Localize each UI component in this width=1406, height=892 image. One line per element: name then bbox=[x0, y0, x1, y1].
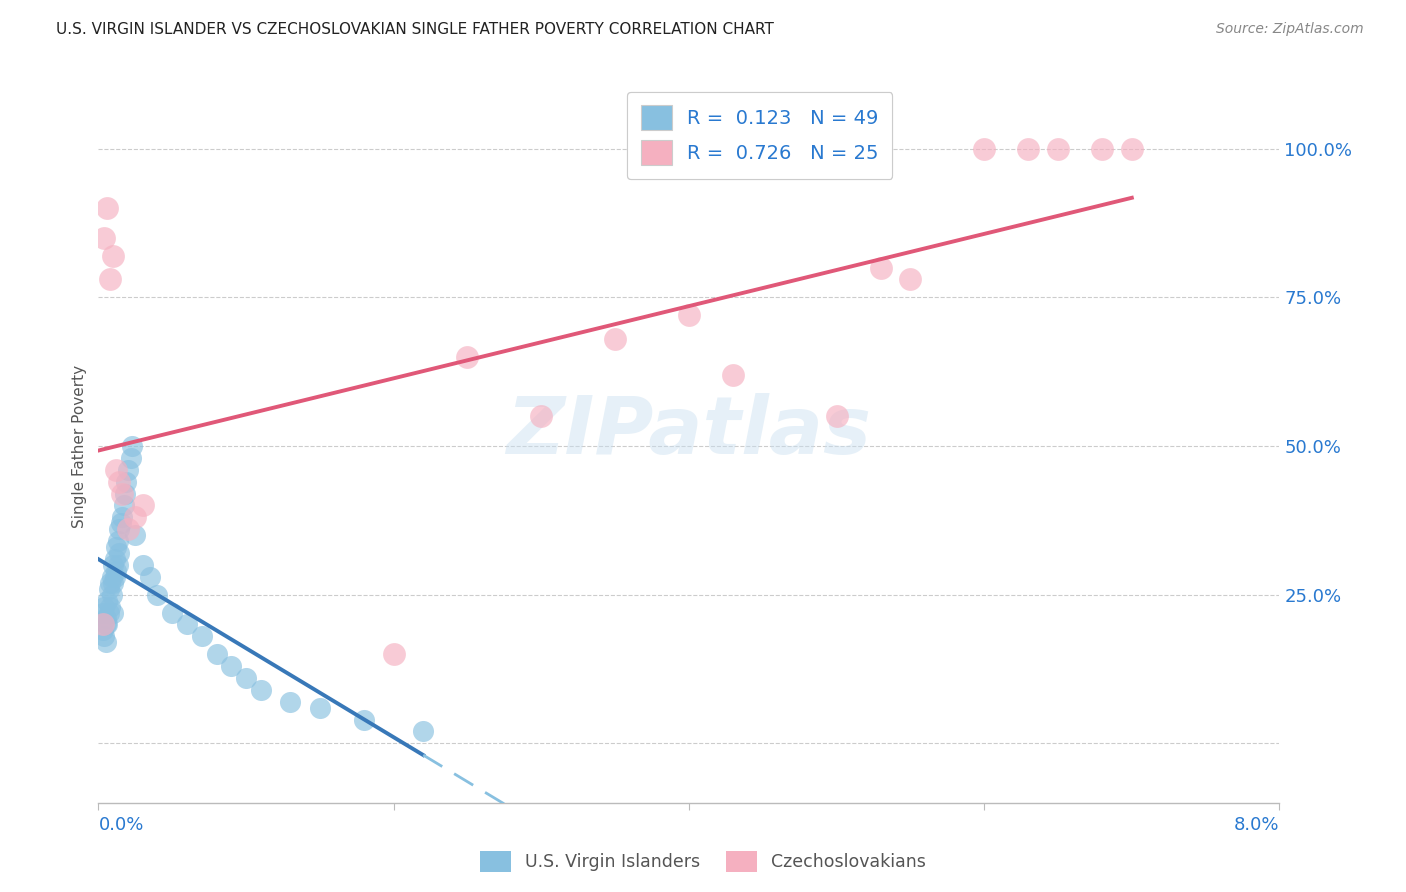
Point bbox=[104, 570, 127, 584]
Point bbox=[117, 522, 139, 536]
Point bbox=[96, 593, 118, 607]
Point bbox=[1017, 142, 1039, 156]
Point bbox=[98, 599, 121, 614]
Point bbox=[91, 617, 114, 632]
Point bbox=[96, 201, 118, 215]
Point bbox=[110, 516, 132, 531]
Point bbox=[250, 682, 273, 697]
Point bbox=[107, 534, 129, 549]
Point bbox=[412, 724, 434, 739]
Point bbox=[103, 606, 125, 620]
Point bbox=[103, 249, 125, 263]
Point bbox=[105, 540, 128, 554]
Point bbox=[176, 617, 198, 632]
Point bbox=[103, 558, 125, 572]
Point bbox=[162, 606, 183, 620]
Legend: R =  0.123   N = 49, R =  0.726   N = 25: R = 0.123 N = 49, R = 0.726 N = 25 bbox=[627, 92, 893, 178]
Point bbox=[869, 260, 891, 275]
Point bbox=[94, 617, 117, 632]
Text: ZIPatlas: ZIPatlas bbox=[506, 392, 872, 471]
Point bbox=[108, 522, 131, 536]
Point bbox=[98, 575, 121, 590]
Point bbox=[93, 599, 115, 614]
Text: 8.0%: 8.0% bbox=[1234, 816, 1279, 834]
Point bbox=[721, 368, 744, 382]
Point bbox=[1091, 142, 1114, 156]
Point bbox=[456, 350, 478, 364]
Point bbox=[111, 486, 134, 500]
Point bbox=[1046, 142, 1069, 156]
Point bbox=[97, 582, 120, 596]
Legend: U.S. Virgin Islanders, Czechoslovakians: U.S. Virgin Islanders, Czechoslovakians bbox=[472, 844, 934, 879]
Point bbox=[124, 510, 146, 524]
Point bbox=[108, 475, 131, 489]
Point bbox=[900, 272, 922, 286]
Point bbox=[120, 450, 142, 465]
Point bbox=[100, 588, 122, 602]
Point bbox=[1121, 142, 1143, 156]
Point bbox=[91, 606, 114, 620]
Point bbox=[124, 528, 146, 542]
Point bbox=[96, 617, 118, 632]
Point bbox=[93, 629, 115, 643]
Point bbox=[382, 647, 405, 661]
Point bbox=[678, 308, 700, 322]
Point bbox=[146, 588, 169, 602]
Point bbox=[104, 552, 127, 566]
Point bbox=[111, 510, 134, 524]
Text: U.S. VIRGIN ISLANDER VS CZECHOSLOVAKIAN SINGLE FATHER POVERTY CORRELATION CHART: U.S. VIRGIN ISLANDER VS CZECHOSLOVAKIAN … bbox=[56, 22, 775, 37]
Point bbox=[121, 439, 143, 453]
Point bbox=[103, 575, 125, 590]
Point bbox=[91, 624, 114, 638]
Point bbox=[191, 629, 214, 643]
Point bbox=[105, 463, 128, 477]
Point bbox=[278, 695, 302, 709]
Point bbox=[97, 606, 120, 620]
Point bbox=[139, 570, 162, 584]
Point bbox=[115, 475, 138, 489]
Point bbox=[114, 486, 136, 500]
Text: 0.0%: 0.0% bbox=[98, 816, 143, 834]
Point bbox=[605, 332, 627, 346]
Point bbox=[108, 546, 131, 560]
Point bbox=[105, 564, 128, 578]
Point bbox=[93, 231, 115, 245]
Point bbox=[94, 635, 117, 649]
Point bbox=[973, 142, 995, 156]
Text: Source: ZipAtlas.com: Source: ZipAtlas.com bbox=[1216, 22, 1364, 37]
Y-axis label: Single Father Poverty: Single Father Poverty bbox=[72, 365, 87, 527]
Point bbox=[205, 647, 228, 661]
Point bbox=[107, 558, 129, 572]
Point bbox=[132, 499, 155, 513]
Point bbox=[117, 463, 139, 477]
Point bbox=[98, 272, 121, 286]
Point bbox=[530, 409, 553, 424]
Point bbox=[235, 671, 257, 685]
Point bbox=[112, 499, 135, 513]
Point bbox=[825, 409, 848, 424]
Point bbox=[353, 713, 375, 727]
Point bbox=[100, 570, 122, 584]
Point bbox=[132, 558, 155, 572]
Point bbox=[94, 611, 117, 625]
Point bbox=[219, 659, 242, 673]
Point bbox=[308, 700, 332, 714]
